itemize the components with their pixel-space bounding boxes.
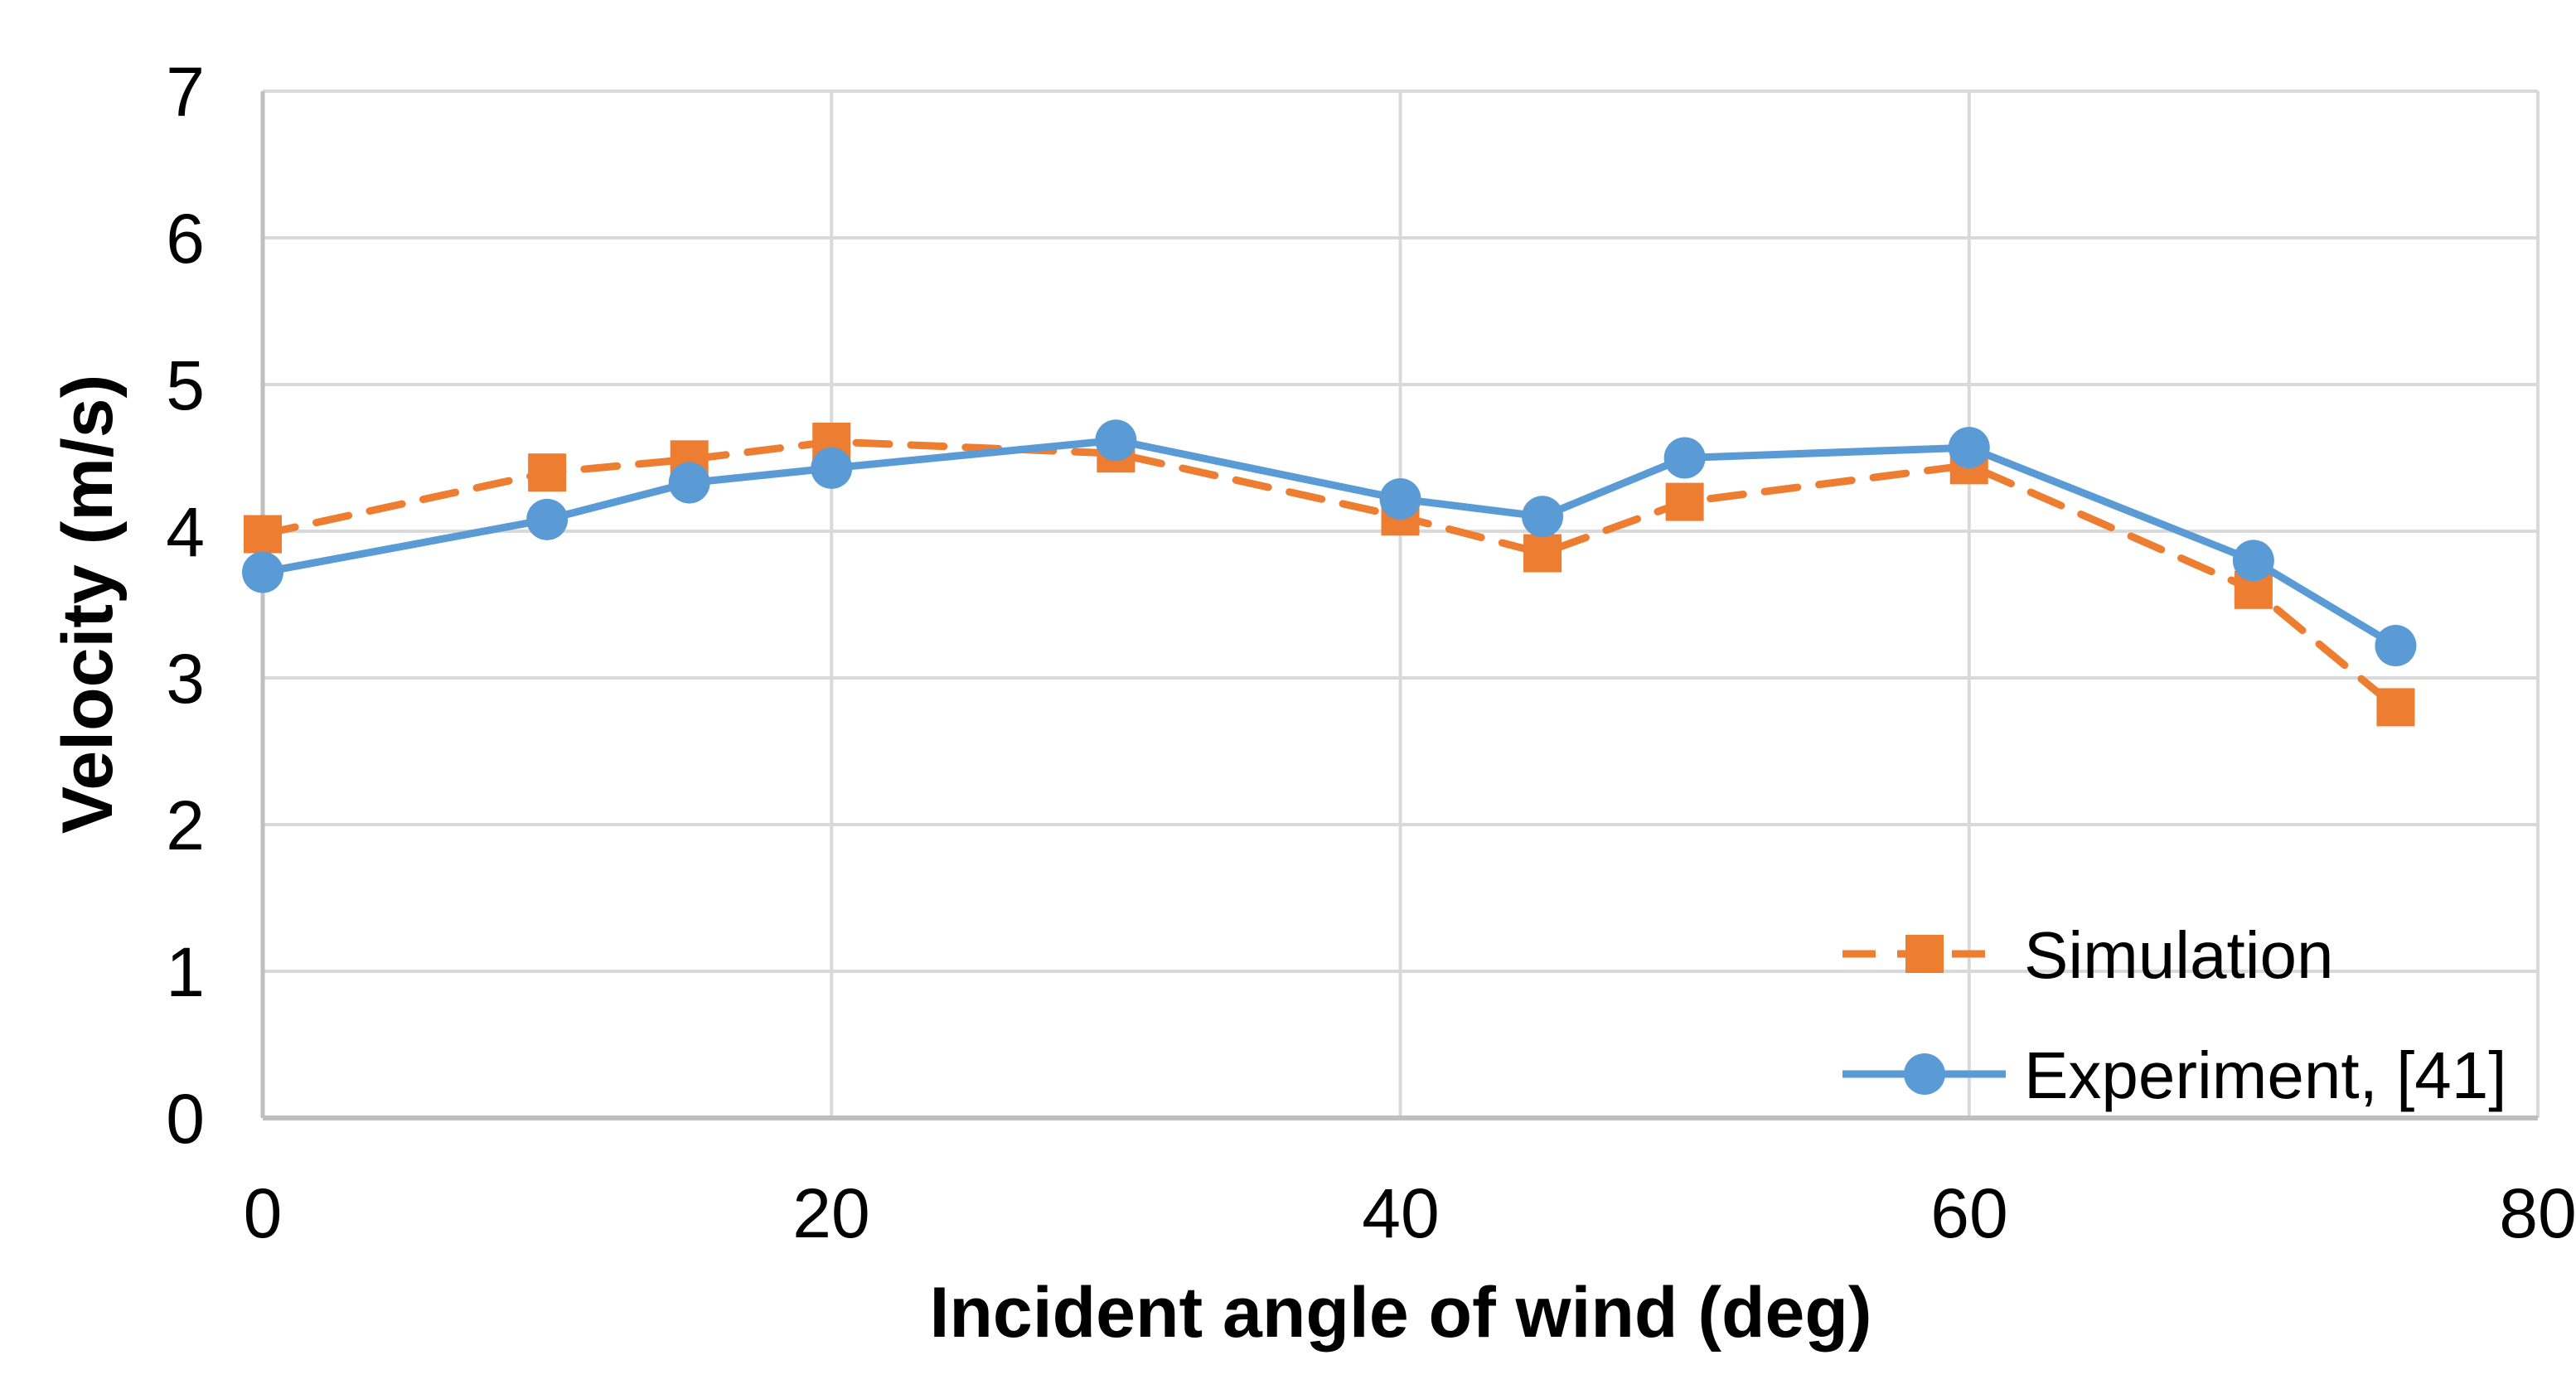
experiment-legend-marker	[1904, 1053, 1945, 1095]
line-chart-figure: 0 1 2 3 4 5 6 7 0 20 40 60 80 Incident a…	[33, 13, 2576, 1384]
y-tick-7: 7	[166, 53, 205, 131]
x-tick-60: 60	[1930, 1174, 2007, 1252]
series-0-marker	[244, 515, 282, 554]
series-experiment-41-	[242, 419, 2417, 667]
series-1-marker	[2232, 540, 2274, 582]
y-tick-5: 5	[166, 346, 205, 424]
axis-lines	[260, 91, 2538, 1120]
x-tick-40: 40	[1362, 1174, 1439, 1252]
x-axis-tick-labels: 0 20 40 60 80	[244, 1174, 2576, 1252]
simulation-legend-marker	[1905, 935, 1944, 973]
y-axis-tick-labels: 0 1 2 3 4 5 6 7	[166, 53, 205, 1158]
legend-item-simulation: Simulation	[1842, 918, 2334, 992]
x-axis-title: Incident angle of wind (deg)	[929, 1273, 1871, 1353]
x-tick-80: 80	[2499, 1174, 2576, 1252]
legend: Simulation Experiment, [41]	[1842, 918, 2507, 1112]
series-0-marker	[1523, 534, 1562, 573]
y-axis-title: Velocity (m/s)	[48, 375, 128, 834]
simulation-legend-label: Simulation	[2024, 918, 2334, 992]
series-1-marker	[1663, 437, 1706, 479]
series-0-marker	[528, 453, 567, 492]
x-tick-20: 20	[792, 1174, 869, 1252]
series-1-marker	[1095, 419, 1137, 462]
experiment-legend-label: Experiment, [41]	[2024, 1038, 2507, 1112]
data-series	[242, 419, 2417, 727]
y-tick-6: 6	[166, 200, 205, 278]
series-1-marker	[1948, 427, 1990, 469]
y-tick-4: 4	[166, 493, 205, 571]
y-tick-0: 0	[166, 1080, 205, 1158]
series-simulation	[244, 423, 2415, 727]
x-tick-0: 0	[244, 1174, 283, 1252]
series-1-marker	[242, 551, 283, 593]
plot-area: 0 1 2 3 4 5 6 7 0 20 40 60 80 Incident a…	[48, 53, 2576, 1353]
series-1-marker	[1522, 496, 1564, 538]
series-1-marker	[811, 447, 853, 489]
series-0-marker	[1665, 482, 1704, 521]
series-1-marker	[2375, 625, 2417, 667]
y-tick-2: 2	[166, 786, 205, 864]
legend-item-experiment: Experiment, [41]	[1842, 1038, 2507, 1112]
series-1-marker	[1379, 478, 1421, 520]
y-tick-1: 1	[166, 933, 205, 1011]
y-tick-3: 3	[166, 640, 205, 718]
series-1-marker	[526, 498, 569, 540]
series-0-marker	[2376, 688, 2415, 727]
series-1-marker	[668, 462, 710, 504]
